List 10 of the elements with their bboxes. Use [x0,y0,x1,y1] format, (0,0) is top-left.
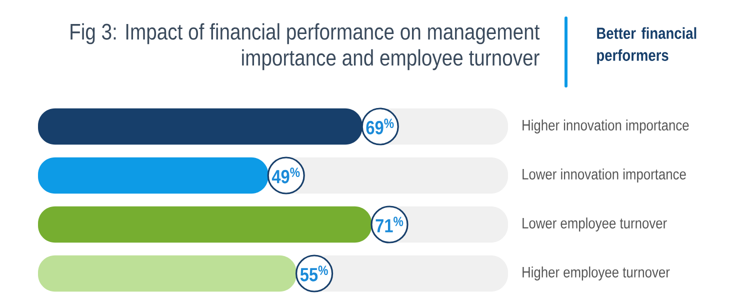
data-label: 71$^{%}$ [376,216,404,232]
y-tick-label: Lower innovation importance [522,168,686,182]
y-tick-label: Higher innovation importance [522,120,689,134]
data-label: 49$^{%}$ [272,168,300,184]
data-label: 55$^{%}$ [300,266,328,282]
y-tick-label: Higher employee turnover [522,266,670,280]
y-tick-label: Lower employee turnover [522,218,667,232]
text: Better financial performers [597,27,696,64]
chart-title: Fig 3: Impact of financial performance on management importance and employee turnover [70,23,540,70]
data-label: 69$^{%}$ [366,118,394,134]
